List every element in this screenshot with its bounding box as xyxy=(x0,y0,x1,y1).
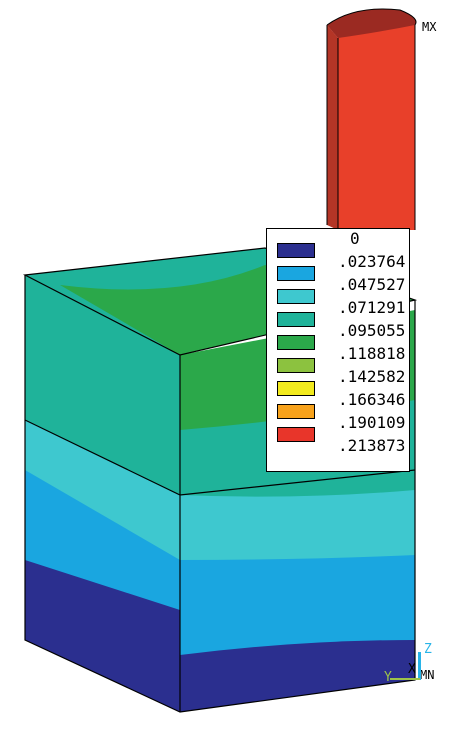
min-label: MN xyxy=(420,668,435,682)
legend-item: .047527 xyxy=(267,262,409,294)
legend-value: .166346 xyxy=(338,390,406,409)
legend-top-value: 0 xyxy=(350,229,360,248)
y-axis-label: Y xyxy=(384,670,392,685)
y-axis-line xyxy=(390,678,420,680)
legend-item: .095055 xyxy=(267,308,409,340)
legend-item: .023764 xyxy=(267,239,409,271)
legend-value: .095055 xyxy=(338,321,406,340)
legend-swatch xyxy=(277,404,315,419)
axis-triad: Z X Y xyxy=(380,640,450,690)
legend-swatch xyxy=(277,381,315,396)
legend-swatch xyxy=(277,335,315,350)
legend-item: .142582 xyxy=(267,354,409,386)
max-label: MX xyxy=(422,20,437,34)
legend-swatch xyxy=(277,312,315,327)
legend-item: .071291 xyxy=(267,285,409,317)
pillar xyxy=(326,8,417,230)
legend-value: .071291 xyxy=(338,298,406,317)
legend-swatch xyxy=(277,289,315,304)
block xyxy=(22,247,418,713)
legend-item: .118818 xyxy=(267,331,409,363)
legend-value: .047527 xyxy=(338,275,406,294)
legend-swatch xyxy=(277,427,315,442)
legend-value: .190109 xyxy=(338,413,406,432)
legend-value: .023764 xyxy=(338,252,406,271)
legend-swatch xyxy=(277,243,315,258)
x-axis-label: X xyxy=(408,662,416,677)
legend-item: .213873 xyxy=(267,423,409,455)
legend-swatch xyxy=(277,358,315,373)
legend-swatch xyxy=(277,266,315,281)
z-axis-label: Z xyxy=(424,642,432,657)
z-axis-line xyxy=(418,652,421,680)
legend-item: .190109 xyxy=(267,400,409,432)
legend-value: .118818 xyxy=(338,344,406,363)
legend-item: .166346 xyxy=(267,377,409,409)
legend: 0 .023764 .047527 .071291 .095055 .118818 .14… xyxy=(266,228,410,472)
legend-value: .142582 xyxy=(338,367,406,386)
legend-value: .213873 xyxy=(338,436,406,455)
